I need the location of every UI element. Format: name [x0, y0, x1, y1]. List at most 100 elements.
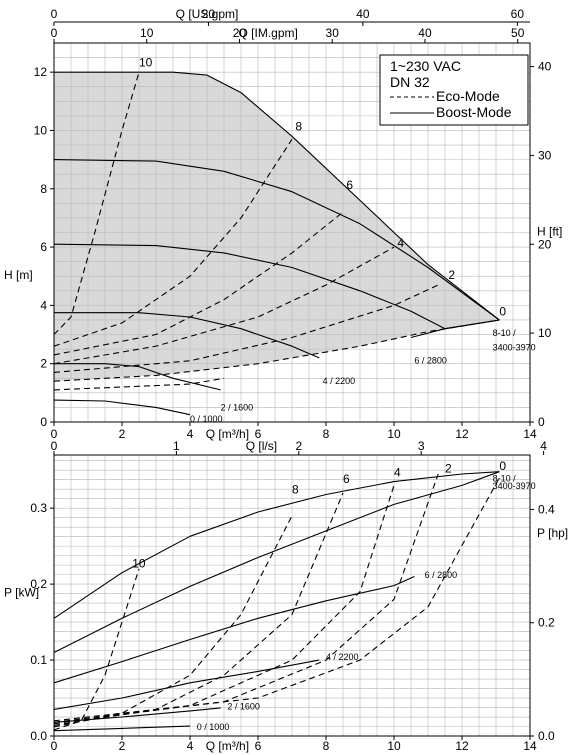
head-series-dashed-9	[53, 211, 344, 356]
top-imgpm-tick-label: 10	[140, 26, 154, 40]
legend-dn-text: DN 32	[390, 74, 430, 90]
top-usgpm-tick-label: 40	[356, 7, 370, 21]
head-x-axis-label: Q [m³/h]	[206, 427, 249, 441]
head-curve-annotation: 4 / 2200	[323, 376, 356, 386]
head-curve-annotation: 0 / 1000	[190, 414, 223, 424]
top-imgpm-axis-label: Q [IM.gpm]	[239, 26, 298, 40]
power-y-tick-label: 0.2	[30, 577, 47, 591]
head-y-tick-label: 6	[40, 240, 47, 254]
power-y2-tick-label: 0.2	[538, 616, 555, 630]
head-x-tick-label: 14	[523, 427, 537, 441]
power-x-axis-label: Q [m³/h]	[206, 739, 249, 753]
top-imgpm-tick-label: 50	[511, 26, 525, 40]
power-curve-annotation: 0 / 1000	[197, 722, 230, 732]
power-y2-axis-label: P [hp]	[537, 526, 568, 540]
power-curve-annotation: 6 / 2800	[425, 570, 458, 580]
head-series-dashed-8	[53, 138, 293, 347]
head-series-solid-2	[53, 243, 500, 330]
head-y-tick-label: 0	[40, 415, 47, 429]
head-y2-tick-label: 30	[538, 148, 552, 162]
legend-entry-label: Eco-Mode	[436, 88, 500, 104]
top-imgpm-tick-label: 30	[326, 26, 340, 40]
head-y-tick-label: 8	[40, 182, 47, 196]
head-series-solid-0	[54, 71, 500, 321]
head-x-tick-label: 2	[119, 427, 126, 441]
power-series-solid-0	[53, 471, 500, 619]
head-series-dashed-13	[53, 377, 225, 391]
head-curve-annotation: 0	[499, 305, 506, 319]
power-x-tick-label: 14	[523, 739, 537, 753]
power-y-tick-label: 0.1	[30, 653, 47, 667]
power-curve-annotation: 8	[292, 483, 299, 497]
head-x-tick-label: 12	[455, 427, 469, 441]
power-curve-annotation: 3400-3970	[493, 481, 536, 491]
power-x-tick-label: 8	[323, 739, 330, 753]
power-plot-frame	[53, 454, 531, 737]
power-series-solid-3	[53, 659, 320, 710]
power-curve-annotation: 6	[343, 472, 350, 486]
head-curve-annotation: 10	[139, 55, 153, 69]
head-curve-annotation: 3400-3970	[493, 343, 536, 353]
power-x-tick-label: 12	[455, 739, 469, 753]
power-x-tick-label: 6	[255, 739, 262, 753]
head-series-solid-3	[54, 312, 320, 359]
head-y-tick-label: 12	[34, 65, 48, 79]
head-curve-annotation: 8-10 /	[493, 328, 517, 338]
grid-layer	[53, 42, 531, 737]
head-curve-annotation: 4	[397, 236, 404, 250]
head-curve-annotation: 8	[295, 119, 302, 133]
legend-entry-label: Boost-Mode	[436, 104, 512, 120]
head-x-tick-label: 6	[255, 427, 262, 441]
power-series-solid-1	[53, 471, 500, 653]
head-series-dashed-7	[53, 72, 140, 335]
power-top-tick-label: 2	[295, 439, 302, 453]
head-y-tick-label: 4	[40, 298, 47, 312]
head-x-tick-label: 0	[51, 427, 58, 441]
power-series-solid-5	[53, 725, 191, 732]
head-plot-frame	[53, 42, 531, 423]
top-usgpm-tick-label: 0	[51, 7, 58, 21]
top-usgpm-axis-label: Q [US.gpm]	[176, 7, 239, 21]
head-series-dashed-11	[53, 284, 439, 373]
power-curve-annotation: 10	[132, 556, 146, 570]
power-x-tick-label: 2	[119, 739, 126, 753]
head-y2-tick-label: 40	[538, 60, 552, 74]
power-series-dashed-6	[53, 568, 140, 731]
head-y2-axis-label: H [ft]	[537, 224, 562, 238]
head-series-solid-1	[53, 159, 500, 321]
power-series-dashed-11	[53, 477, 500, 722]
power-y2-tick-label: 0.0	[538, 729, 555, 743]
power-top-tick-label: 0	[51, 439, 58, 453]
head-y2-tick-label: 20	[538, 237, 552, 251]
power-top-tick-label: 4	[540, 439, 547, 453]
power-curve-annotation: 2 / 1600	[227, 701, 260, 711]
power-x-tick-label: 4	[187, 739, 194, 753]
power-top-tick-label: 3	[418, 439, 425, 453]
head-x-tick-label: 4	[187, 427, 194, 441]
head-y-axis-label: H [m]	[4, 268, 33, 282]
top-usgpm-tick-label: 20	[202, 7, 216, 21]
power-series-dashed-8	[53, 492, 344, 726]
power-curve-annotation: 0	[499, 459, 506, 473]
power-y2-tick-label: 0.4	[538, 502, 555, 516]
power-curve-annotation: 4	[394, 465, 401, 479]
power-y-tick-label: 0.3	[30, 501, 47, 515]
head-series-solid-5	[53, 399, 191, 416]
head-x-tick-label: 8	[323, 427, 330, 441]
power-curve-annotation: 8-10 /	[493, 474, 517, 484]
top-imgpm-tick-label: 40	[418, 26, 432, 40]
series-layer	[53, 71, 500, 732]
top-imgpm-tick-label: 0	[51, 26, 58, 40]
power-curve-annotation: 2	[445, 461, 452, 475]
legend-voltage-text: 1~230 VAC	[390, 58, 461, 74]
head-curve-annotation: 6	[346, 178, 353, 192]
head-curve-annotation: 6 / 2800	[414, 356, 447, 366]
head-x-tick-label: 10	[387, 427, 401, 441]
head-series-dashed-10	[53, 246, 395, 365]
head-y-tick-label: 2	[40, 357, 47, 371]
power-x-tick-label: 10	[387, 739, 401, 753]
top-imgpm-tick-label: 20	[233, 26, 247, 40]
